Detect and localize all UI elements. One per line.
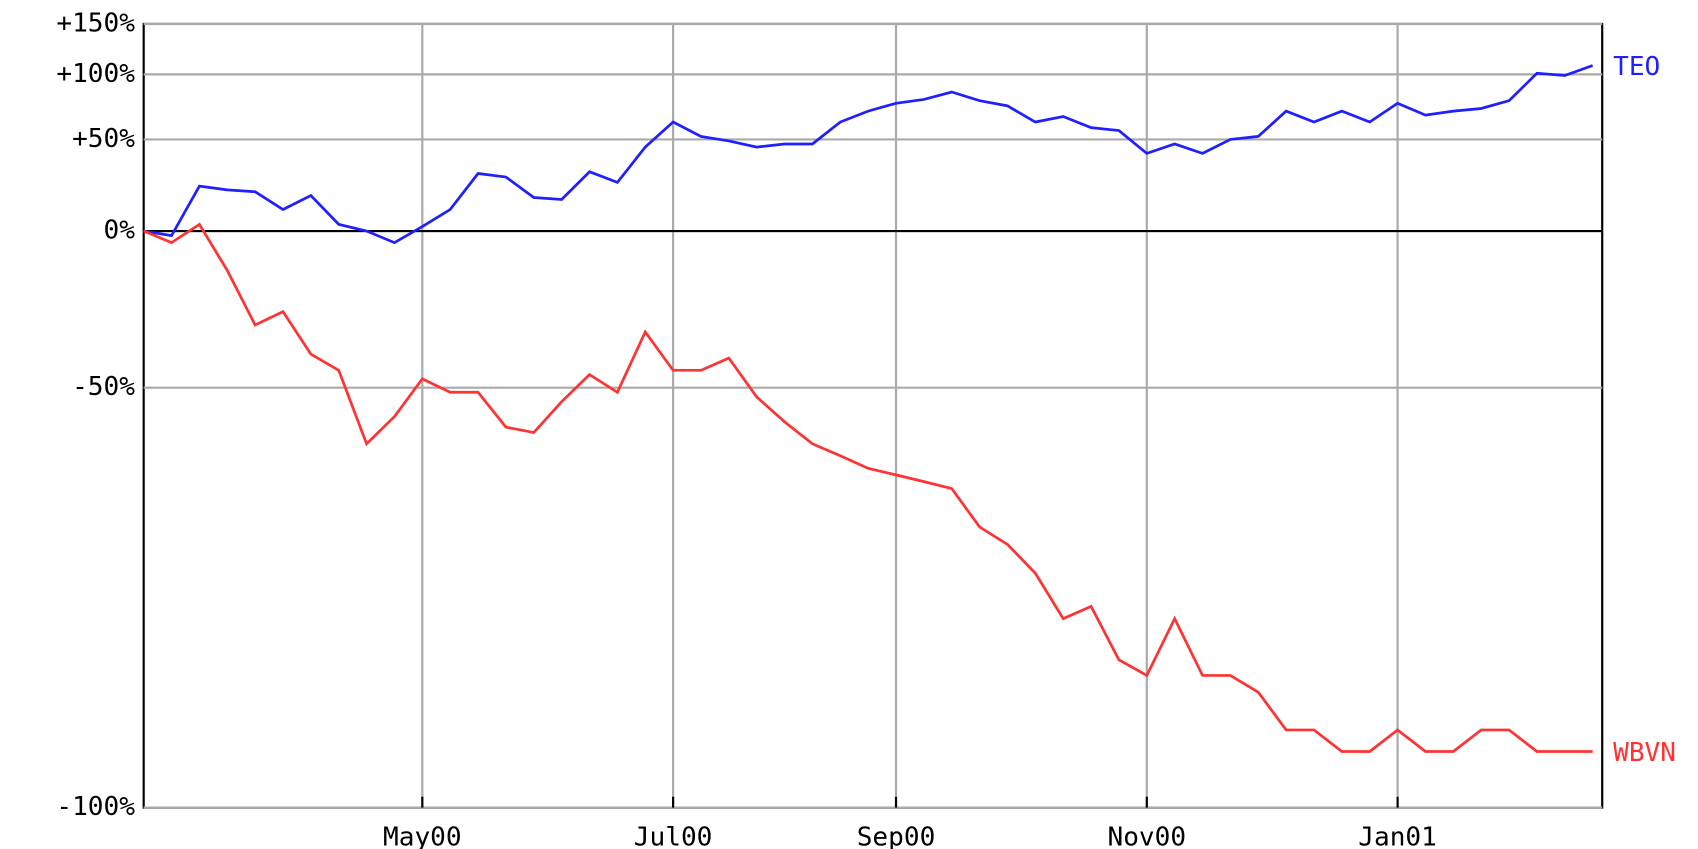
y-tick-label: +100% (56, 59, 135, 89)
plot-frame (142, 22, 1604, 809)
series-label: WBVN (1613, 738, 1676, 768)
y-tick-label: +50% (72, 124, 135, 154)
series-label: TEO (1613, 52, 1660, 82)
x-tick-label: Jul00 (634, 823, 713, 849)
y-tick-label: -50% (72, 372, 135, 402)
y-tick-label: +150% (56, 8, 135, 38)
x-tick-label: Nov00 (1107, 823, 1186, 849)
x-tick-label: Jan01 (1358, 823, 1437, 849)
x-tick-label: May00 (383, 823, 462, 849)
y-tick-label: 0% (104, 216, 136, 246)
series-line (143, 222, 1593, 753)
series-line (143, 64, 1594, 245)
x-tick-label: Sep00 (857, 823, 936, 849)
y-tick-label: -100% (56, 792, 135, 822)
